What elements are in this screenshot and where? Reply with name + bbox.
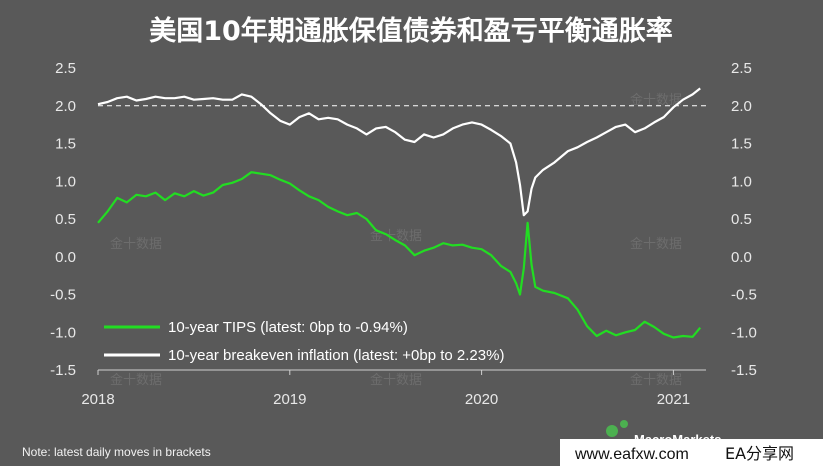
y-tick-label-right: 2.5 — [731, 60, 752, 77]
y-tick-label-right: -1.0 — [731, 324, 757, 341]
legend-label: 10-year TIPS (latest: 0bp to -0.94%) — [168, 319, 408, 336]
y-tick-label-left: 0.5 — [55, 211, 76, 228]
y-tick-label-right: 2.0 — [731, 98, 752, 115]
y-tick-label-right: 1.0 — [731, 173, 752, 190]
y-axis-left: 2.5 2.0 1.5 1.0 0.5 0.0 -0.5 -1.0 -1.5 — [50, 60, 76, 379]
site-url[interactable]: www.eafxw.com — [574, 446, 689, 463]
y-tick-label-right: 0.0 — [731, 249, 752, 266]
series-line-tips — [97, 171, 702, 339]
site-banner — [560, 439, 823, 466]
watermark-text: 金十数据 — [370, 372, 422, 387]
y-tick-label-right: -0.5 — [731, 287, 757, 304]
y-tick-label-right: 1.5 — [731, 136, 752, 153]
y-tick-label-left: 2.5 — [55, 60, 76, 77]
y-tick-label-right: 0.5 — [731, 211, 752, 228]
watermark-text: 金十数据 — [370, 228, 422, 243]
y-tick-label-right: -1.5 — [731, 362, 757, 379]
watermark-text: 金十数据 — [630, 372, 682, 387]
y-tick-label-left: 1.0 — [55, 173, 76, 190]
watermark-text: 金十数据 — [110, 372, 162, 387]
plot-area — [97, 87, 706, 371]
watermark-text: 金十数据 — [630, 236, 682, 251]
source-logo-icon — [606, 425, 618, 437]
watermark-text: 金十数据 — [630, 92, 682, 107]
x-tick-label: 2020 — [465, 391, 498, 408]
x-axis: 2018 2019 2020 2021 — [81, 370, 690, 408]
y-tick-label-left: 0.0 — [55, 249, 76, 266]
y-tick-label-left: -1.5 — [50, 362, 76, 379]
legend-label: 10-year breakeven inflation (latest: +0b… — [168, 347, 504, 364]
x-tick-label: 2018 — [81, 391, 114, 408]
chart-note: Note: latest daily moves in brackets — [22, 445, 211, 459]
source-logo-icon-dot — [620, 420, 628, 428]
y-axis-right: 2.5 2.0 1.5 1.0 0.5 0.0 -0.5 -1.0 -1.5 — [731, 60, 757, 379]
y-tick-label-left: -0.5 — [50, 287, 76, 304]
x-tick-label: 2021 — [657, 391, 690, 408]
watermark-text: 金十数据 — [110, 236, 162, 251]
site-brand: EA分享网 — [725, 444, 794, 463]
legend: 10-year TIPS (latest: 0bp to -0.94%) 10-y… — [104, 319, 504, 364]
x-tick-label: 2019 — [273, 391, 306, 408]
y-tick-label-left: 2.0 — [55, 98, 76, 115]
y-tick-label-left: -1.0 — [50, 324, 76, 341]
chart-title: 美国10年期通胀保值债券和盈亏平衡通胀率 — [149, 15, 673, 47]
y-tick-label-left: 1.5 — [55, 136, 76, 153]
series-line-breakeven — [97, 87, 701, 217]
